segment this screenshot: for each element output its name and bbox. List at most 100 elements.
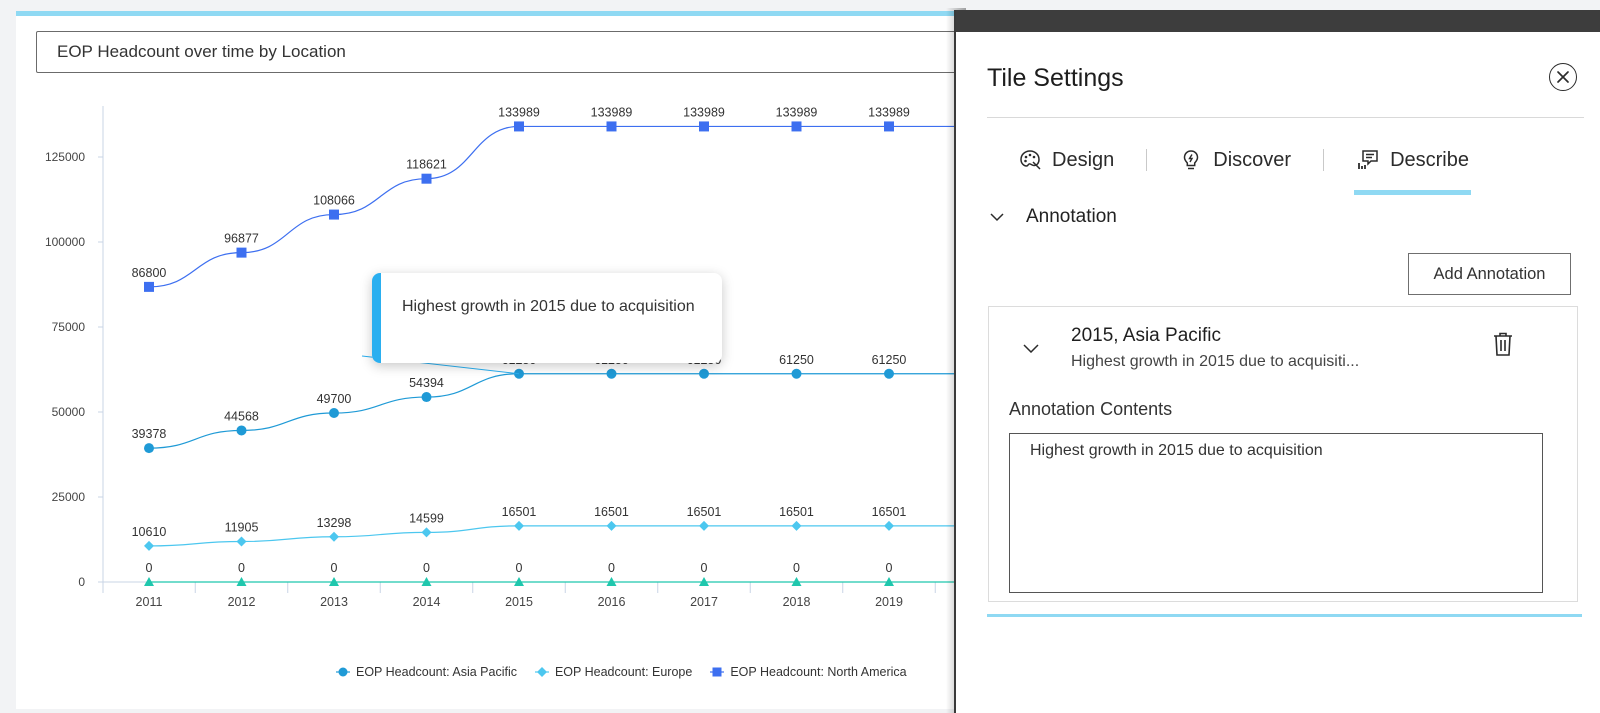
data-label: 108066 [313,194,355,208]
data-label: 13298 [317,516,352,530]
series-line [148,525,956,547]
x-tick-label: 2013 [320,595,348,609]
square-marker-icon [710,667,725,677]
data-point-triangle [699,577,709,586]
tile-title-input[interactable]: EOP Headcount over time by Location [36,31,1036,73]
y-tick-label: 50000 [52,405,86,419]
tab-label: Discover [1213,148,1292,171]
annotation-contents-label: Annotation Contents [1009,399,1173,419]
panel-title: Tile Settings [987,64,1124,92]
data-point-circle [791,368,802,379]
data-point-diamond [329,531,339,542]
tile-settings-panel: Tile Settings Design Discover [954,10,1600,713]
data-point-square [236,247,247,258]
delete-annotation-button[interactable] [1491,331,1515,362]
data-label: 0 [423,561,430,575]
data-label: 16501 [594,505,629,519]
line-chart: 0 25000 50000 75000 100000 125000 2011 2012 2013… [45,105,956,609]
data-point-square [144,281,154,292]
data-point-diamond [514,520,524,531]
data-label: 44568 [224,409,259,423]
data-label: 133989 [776,105,818,119]
chart-annotation-card[interactable]: Highest growth in 2015 due to acquisitio… [372,273,722,363]
settings-tabs: Design Discover Describe [1016,142,1471,198]
data-point-diamond [236,536,247,547]
data-point-triangle [514,577,524,586]
data-point-circle [144,443,154,454]
x-tick-label: 2014 [413,595,441,609]
x-tick-label: 2015 [505,595,533,609]
data-point-square [329,209,339,220]
legend-item-europe[interactable]: EOP Headcount: Europe [534,665,693,679]
data-point-circle [606,368,617,379]
data-label: 54394 [409,376,444,390]
data-label: 118621 [406,158,447,172]
data-point-circle [699,368,709,379]
close-button[interactable] [1549,63,1577,91]
annotation-item: 2015, Asia Pacific Highest growth in 201… [988,306,1578,602]
add-annotation-button[interactable]: Add Annotation [1408,253,1571,295]
data-point-triangle [606,577,617,586]
annotation-card-text: Highest growth in 2015 due to acquisitio… [402,298,695,315]
tab-label: Describe [1390,148,1469,171]
data-label: 96877 [224,232,259,246]
data-point-square [884,121,894,132]
data-label: 61250 [872,353,907,367]
legend-item-asia-pacific[interactable]: EOP Headcount: Asia Pacific [336,665,517,679]
data-point-triangle [884,577,894,586]
data-label: 16501 [779,505,814,519]
close-icon [1557,71,1569,83]
x-tick-label: 2016 [598,595,626,609]
data-label: 16501 [687,505,722,519]
data-point-circle [421,392,432,403]
data-label: 14599 [409,511,444,525]
annotation-section-toggle[interactable]: Annotation [990,206,1117,228]
series-line [148,125,956,288]
data-point-square [421,173,432,184]
data-point-triangle [421,577,432,586]
x-tick-label: 2011 [136,595,163,609]
palette-icon [1020,150,1041,170]
annotation-expand-toggle[interactable] [1023,340,1039,358]
data-point-diamond [421,527,432,538]
data-label: 133989 [498,105,540,119]
chevron-down-icon [1023,344,1039,354]
data-label: 133989 [591,105,633,119]
x-tick-label: 2019 [875,595,903,609]
data-point-circle [236,425,247,436]
data-label: 10610 [132,525,167,539]
data-label: 0 [238,561,245,575]
tab-design[interactable]: Design [1016,142,1116,178]
tab-separator [1146,149,1148,171]
data-label: 133989 [868,105,910,119]
data-point-diamond [606,520,617,531]
annotation-contents-input[interactable]: Highest growth in 2015 due to acquisitio… [1009,433,1543,593]
annotation-name: 2015, Asia Pacific [1071,325,1221,346]
data-point-diamond [791,520,802,531]
data-label: 0 [331,561,338,575]
y-tick-label: 0 [78,575,85,589]
panel-bottom-accent [987,614,1582,617]
legend-label: EOP Headcount: Europe [554,665,693,679]
panel-header-bar [956,10,1600,32]
x-tick-label: 2012 [228,595,256,609]
tab-discover[interactable]: Discover [1177,142,1293,178]
data-label: 133989 [683,105,725,119]
data-point-triangle [236,577,247,586]
diamond-marker-icon [534,667,549,677]
data-label: 0 [516,561,523,575]
data-label: 0 [146,561,153,575]
circle-marker-icon [336,667,350,677]
data-label: 49700 [317,392,352,406]
data-label: 0 [701,561,708,575]
legend-item-north-america[interactable]: EOP Headcount: North America [710,665,907,679]
data-label: 11905 [225,521,259,535]
data-point-triangle [791,577,802,586]
chart-legend: EOP Headcount: Asia Pacific EOP Headcoun… [336,665,907,679]
data-point-triangle [329,577,339,586]
data-point-circle [329,408,339,419]
y-tick-label: 75000 [52,320,86,334]
x-tick-label: 2017 [690,595,718,609]
tab-describe[interactable]: Describe [1354,142,1471,195]
tile-accent-bar [16,11,1600,16]
